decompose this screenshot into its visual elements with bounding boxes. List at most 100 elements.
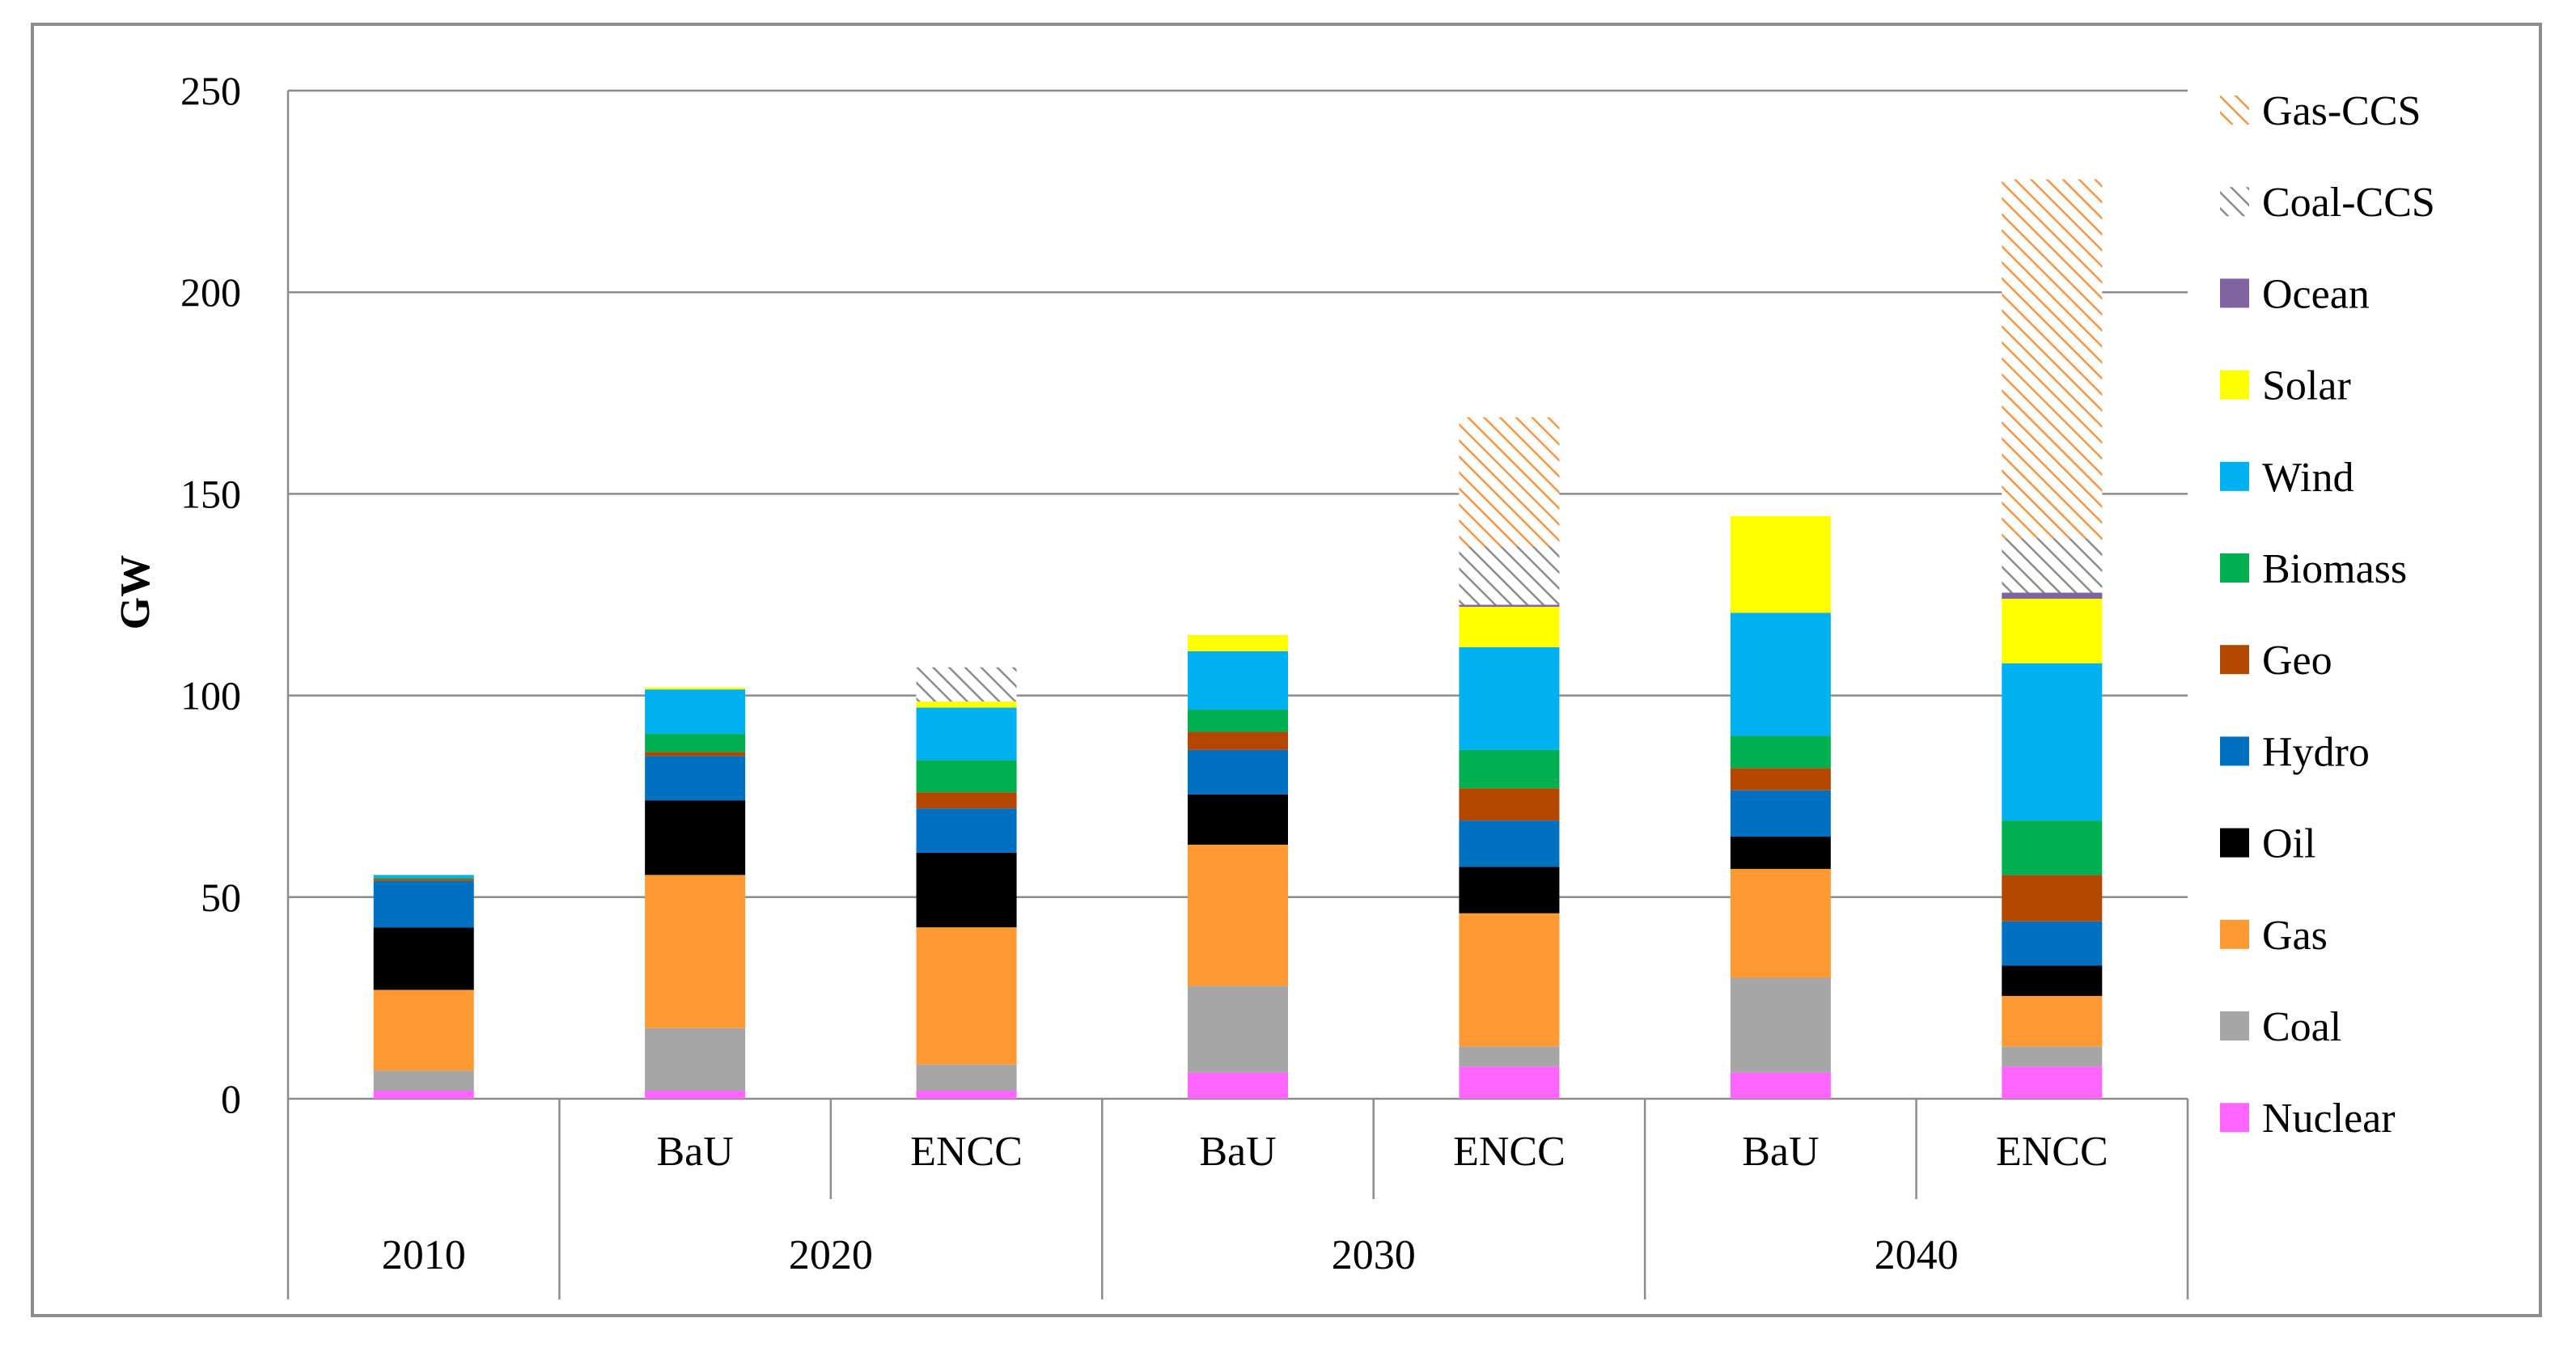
year-label: 2030 [1332, 1232, 1416, 1278]
bar-segment-coal-ccs-2030-encc [1459, 546, 1560, 605]
bar-segment-biomass-2010 [373, 877, 474, 879]
legend-label-coal: Coal [2262, 1004, 2341, 1050]
legend-label-oil: Oil [2262, 821, 2315, 867]
legend-label-gas: Gas [2262, 913, 2328, 959]
legend-label-gas-ccs: Gas-CCS [2262, 88, 2421, 134]
y-tick-label: 200 [180, 269, 241, 315]
bar-segment-wind-2040-bau [1730, 612, 1831, 736]
bar-segment-gas-ccs-2040-encc [2002, 179, 2103, 539]
y-tick-label: 100 [180, 673, 241, 718]
y-tick-label: 50 [201, 875, 241, 920]
bar-segment-wind-2030-encc [1459, 646, 1560, 750]
bar-segment-solar-2020-bau [645, 687, 746, 690]
bar-segment-oil-2040-encc [2002, 965, 2103, 996]
legend-swatch-wind [2220, 461, 2249, 491]
bar-segment-hydro-2030-bau [1188, 749, 1288, 795]
legend-label-solar: Solar [2262, 363, 2351, 409]
legend-swatch-ocean [2220, 278, 2249, 308]
bar-segment-hydro-2040-encc [2002, 921, 2103, 966]
bar-segment-oil-2040-bau [1730, 837, 1831, 869]
bars [373, 179, 2103, 1099]
bar-segment-hydro-2020-bau [645, 756, 746, 801]
bar-segment-biomass-2030-bau [1188, 710, 1288, 732]
category-axis: 2010 BaU ENCC 2020 BaU ENCC 2030 BaU ENCC 2040 [286, 91, 2189, 1299]
bar-segment-coal-2020-encc [916, 1064, 1017, 1091]
bar-segment-coal-ccs-2040-encc [2002, 538, 2103, 593]
bar-segment-biomass-2030-encc [1459, 749, 1560, 789]
bar-segment-gas-2040-encc [2002, 995, 2103, 1047]
bar-segment-coal-2010 [373, 1070, 474, 1091]
bar-segment-gas-2030-encc [1459, 913, 1560, 1047]
bar-segment-oil-2010 [373, 927, 474, 990]
bar-segment-geo-2010 [373, 879, 474, 881]
bar-segment-wind-2030-bau [1188, 651, 1288, 710]
bar-segment-hydro-2010 [373, 880, 474, 928]
bar-segment-nuclear-2030-bau [1188, 1072, 1288, 1099]
bar-segment-gas-2020-encc [916, 927, 1017, 1065]
legend-label-hydro: Hydro [2262, 729, 2370, 775]
bar-segment-biomass-2040-encc [2002, 820, 2103, 875]
scenario-label: ENCC [910, 1129, 1023, 1175]
bar-segment-geo-2030-bau [1188, 731, 1288, 750]
bar-segment-biomass-2020-bau [645, 733, 746, 752]
bar-segment-solar-2030-bau [1188, 634, 1288, 651]
bar-segment-geo-2030-encc [1459, 788, 1560, 821]
bar-segment-hydro-2020-encc [916, 808, 1017, 853]
year-label: 2010 [382, 1232, 466, 1278]
bar-segment-hydro-2040-bau [1730, 790, 1831, 837]
bar-segment-geo-2040-bau [1730, 768, 1831, 790]
bar-segment-solar-2040-encc [2002, 598, 2103, 663]
bar-segment-coal-2020-bau [645, 1028, 746, 1091]
bar-segment-nuclear-2040-bau [1730, 1072, 1831, 1099]
legend-label-geo: Geo [2262, 638, 2332, 684]
legend-swatch-coal-ccs [2220, 187, 2249, 217]
bar-segment-ocean-2030-encc [1459, 604, 1560, 607]
bar-segment-geo-2020-encc [916, 792, 1017, 809]
legend-swatch-oil [2220, 828, 2249, 858]
bar-segment-coal-2030-bau [1188, 985, 1288, 1073]
legend-label-nuclear: Nuclear [2262, 1096, 2396, 1142]
bar-segment-nuclear-2020-encc [916, 1091, 1017, 1099]
legend-swatch-hydro [2220, 736, 2249, 766]
legend-swatch-solar [2220, 370, 2249, 400]
bar-segment-solar-2030-encc [1459, 606, 1560, 647]
scenario-label: BaU [656, 1129, 733, 1175]
y-axis-ticks: 0 50 100 150 200 250 [180, 68, 241, 1121]
bar-segment-coal-2040-encc [2002, 1046, 2103, 1067]
bar-segment-wind-2010 [373, 875, 474, 878]
bar-segment-wind-2020-encc [916, 707, 1017, 761]
bar-segment-geo-2020-bau [645, 752, 746, 757]
bar-segment-oil-2030-bau [1188, 794, 1288, 846]
legend-swatch-gas-ccs [2220, 95, 2249, 125]
bar-segment-coal-2030-encc [1459, 1046, 1560, 1067]
legend-swatch-geo [2220, 645, 2249, 675]
legend-swatch-biomass [2220, 553, 2249, 583]
legend-swatch-nuclear [2220, 1103, 2249, 1133]
bar-segment-oil-2020-bau [645, 800, 746, 875]
y-tick-label: 150 [180, 471, 241, 516]
bar-segment-solar-2040-bau [1730, 515, 1831, 613]
bar-segment-coal-ccs-2020-encc [916, 667, 1017, 702]
scenario-label: ENCC [1453, 1129, 1566, 1175]
bar-segment-gas-2020-bau [645, 875, 746, 1028]
legend: Gas-CCS Coal-CCS Ocean Solar Wind Biomass Geo H… [2220, 88, 2435, 1142]
bar-segment-hydro-2030-encc [1459, 820, 1560, 867]
y-axis-title: GW [112, 555, 159, 629]
legend-swatch-coal [2220, 1011, 2249, 1040]
bar-segment-oil-2030-encc [1459, 867, 1560, 913]
legend-swatch-gas [2220, 919, 2249, 949]
bar-segment-gas-2030-bau [1188, 845, 1288, 986]
bar-segment-biomass-2020-encc [916, 760, 1017, 793]
year-label: 2020 [789, 1232, 873, 1278]
legend-label-ocean: Ocean [2262, 271, 2370, 317]
bar-segment-biomass-2040-bau [1730, 735, 1831, 769]
bar-segment-geo-2040-encc [2002, 875, 2103, 922]
y-tick-label: 0 [221, 1076, 241, 1121]
bar-segment-ocean-2040-encc [2002, 592, 2103, 599]
bar-segment-nuclear-2010 [373, 1091, 474, 1099]
bar-segment-solar-2020-encc [916, 701, 1017, 708]
bar-segment-nuclear-2020-bau [645, 1091, 746, 1099]
bar-segment-oil-2020-encc [916, 852, 1017, 928]
scenario-label: ENCC [1996, 1129, 2108, 1175]
